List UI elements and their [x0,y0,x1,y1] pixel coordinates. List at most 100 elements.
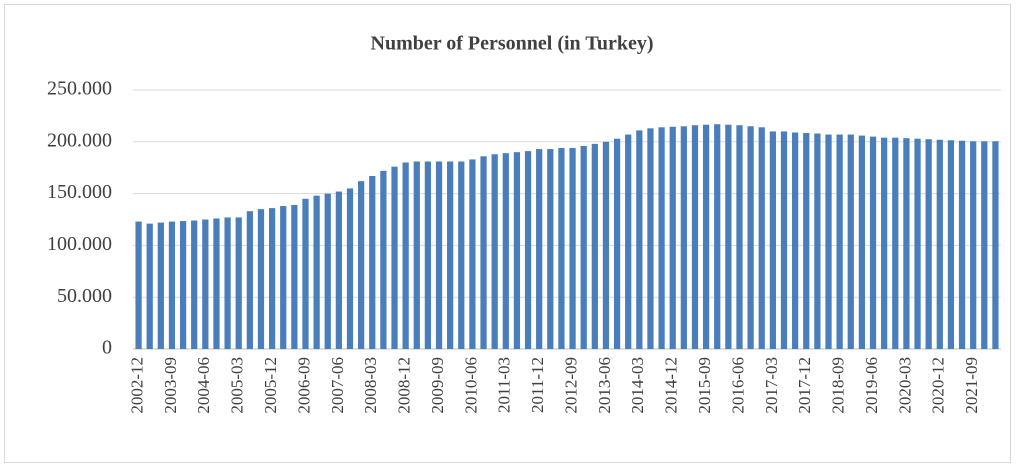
bar [580,145,587,349]
x-tick-label: 2011-03 [495,357,514,413]
bar [191,220,198,349]
x-tick-label: 2003-09 [161,357,180,414]
chart-title: Number of Personnel (in Turkey) [371,33,654,55]
bar [903,138,910,349]
x-tick-label: 2016-06 [728,357,747,414]
bar [513,152,521,349]
bar [302,198,309,349]
bar [424,161,432,349]
x-tick-label: 2020-03 [895,357,914,414]
bar [358,181,365,349]
x-tick-label: 2008-12 [395,357,414,414]
bar [680,126,687,349]
x-tick-label: 2010-06 [461,357,480,414]
x-tick-label: 2014-03 [628,357,647,414]
bar [758,127,765,350]
x-tick-label: 2012-09 [561,357,580,414]
bar [257,209,265,349]
bar [691,125,699,349]
bar [469,159,476,349]
bar [135,221,142,349]
bar [202,219,209,349]
bar [892,137,899,349]
x-tick-label: 2009-09 [428,357,447,414]
bar [702,124,710,350]
bar [803,132,810,349]
bar [636,130,643,349]
bar [547,149,554,349]
bar [847,134,854,349]
bar [925,139,932,349]
bar [714,124,721,349]
bar [447,161,454,349]
x-tick-label: 2021-09 [962,357,981,414]
bar [246,211,253,349]
x-tick-label: 2004-06 [194,357,213,414]
bar [146,223,153,349]
bar [179,221,187,349]
bar [958,140,966,349]
bar [881,137,888,349]
bar [391,166,398,349]
bar [747,126,754,349]
bar [224,217,231,349]
bar [914,138,921,349]
bar [814,133,821,349]
x-tick-label: 2002-12 [127,357,146,414]
x-tick-label: 2014-12 [662,357,681,414]
bar [213,218,220,349]
y-tick-label: 50.000 [57,285,112,307]
bar [792,132,799,349]
bar [369,175,376,349]
bar [402,162,409,349]
bar [869,136,877,349]
bar [970,141,977,349]
bar [491,154,498,349]
x-tick-label: 2013-06 [595,357,614,414]
bar [591,143,598,349]
x-tick-label: 2019-06 [862,357,881,414]
x-tick-label: 2017-12 [795,357,814,414]
bar [235,217,242,349]
bar [280,206,287,349]
bar [602,141,610,349]
bar [736,125,743,349]
y-tick-label: 0 [102,337,112,359]
bar [981,141,988,349]
y-tick-label: 250.000 [47,78,112,100]
bar [769,131,776,349]
bar [658,127,665,350]
x-tick-label: 2005-12 [261,357,280,414]
x-tick-label: 2015-09 [695,357,714,414]
bar [780,131,788,349]
x-tick-label: 2007-06 [328,357,347,414]
bar [168,221,176,349]
bar [157,222,164,349]
bar [435,161,443,349]
bar [291,204,298,349]
bar [825,134,832,349]
x-tick-label: 2018-09 [829,357,848,414]
bar [524,151,532,349]
y-tick-label: 100.000 [47,233,112,255]
x-tick-label: 2006-09 [294,357,313,414]
bar [480,156,487,349]
bar [346,188,354,349]
x-tick-label: 2008-03 [361,357,380,414]
bar [335,191,342,349]
bar [669,126,676,349]
bar [458,161,465,349]
bar [268,208,276,349]
bar [380,170,387,349]
bar [324,193,331,349]
bar [613,138,621,349]
bar [647,128,654,349]
bar [502,153,509,349]
y-tick-label: 200.000 [47,129,112,151]
bar [936,139,943,349]
bar [536,149,543,349]
bar [413,161,420,349]
y-tick-label: 150.000 [47,181,112,203]
bar [569,148,576,349]
